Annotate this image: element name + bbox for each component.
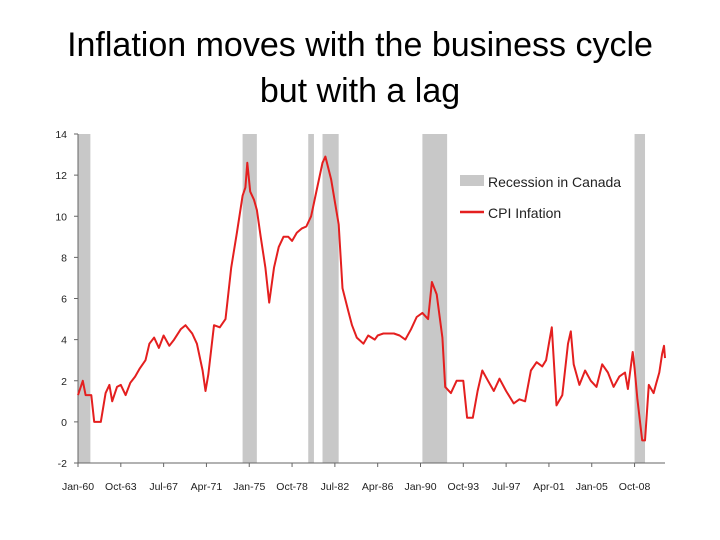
- legend-label-cpi: CPI Infation: [488, 205, 561, 221]
- recession-band-6: [634, 134, 646, 463]
- x-tick-label: Oct-93: [448, 481, 480, 493]
- y-tick-label: -2: [58, 458, 67, 470]
- y-tick-label: 4: [61, 335, 67, 347]
- x-tick-label: Jan-05: [576, 481, 608, 493]
- x-tick-label: Apr-71: [191, 481, 223, 493]
- series-layer: [77, 155, 666, 442]
- x-tick-label: Jan-90: [404, 481, 436, 493]
- legend-swatch-recession: [460, 175, 484, 186]
- x-tick-label: Jul-67: [149, 481, 178, 493]
- recession-bands: [78, 134, 646, 463]
- title-line-2: but with a lag: [259, 72, 461, 110]
- x-tick-label: Oct-08: [619, 481, 651, 493]
- x-tick-label: Jul-97: [492, 481, 521, 493]
- recession-band-3: [308, 134, 314, 463]
- recession-band-5: [422, 134, 448, 463]
- y-tick-label: 0: [61, 417, 67, 429]
- x-tick-label: Oct-78: [276, 481, 308, 493]
- y-tick-label: 12: [55, 170, 67, 182]
- y-tick-label: 2: [61, 376, 67, 388]
- recession-band-4: [322, 134, 339, 463]
- slide-title: Inflation moves with the business cycle …: [0, 22, 720, 114]
- y-tick-label: 14: [55, 129, 67, 141]
- x-tick-label: Jul-82: [321, 481, 350, 493]
- y-tick-label: 10: [55, 211, 67, 223]
- x-tick-label: Oct-63: [105, 481, 137, 493]
- y-tick-label: 6: [61, 294, 67, 306]
- title-line-1: Inflation moves with the business cycle: [67, 26, 653, 64]
- y-tick-label: 8: [61, 252, 67, 264]
- x-tick-label: Apr-01: [533, 481, 565, 493]
- x-tick-label: Jan-60: [62, 481, 94, 493]
- axes: -2 0 2 4 6 8 10 12 14 Jan-60 Oct-63 Jul-67 Apr-71 Jan…: [55, 129, 665, 493]
- x-tick-label: Jan-75: [233, 481, 265, 493]
- legend-label-recession: Recession in Canada: [488, 174, 621, 190]
- recession-band-1: [78, 134, 91, 463]
- legend: Recession in Canada CPI Infation: [460, 174, 621, 221]
- recession-band-2: [242, 134, 257, 463]
- series-line-cpi-inflation: [77, 155, 666, 442]
- x-tick-label: Apr-86: [362, 481, 394, 493]
